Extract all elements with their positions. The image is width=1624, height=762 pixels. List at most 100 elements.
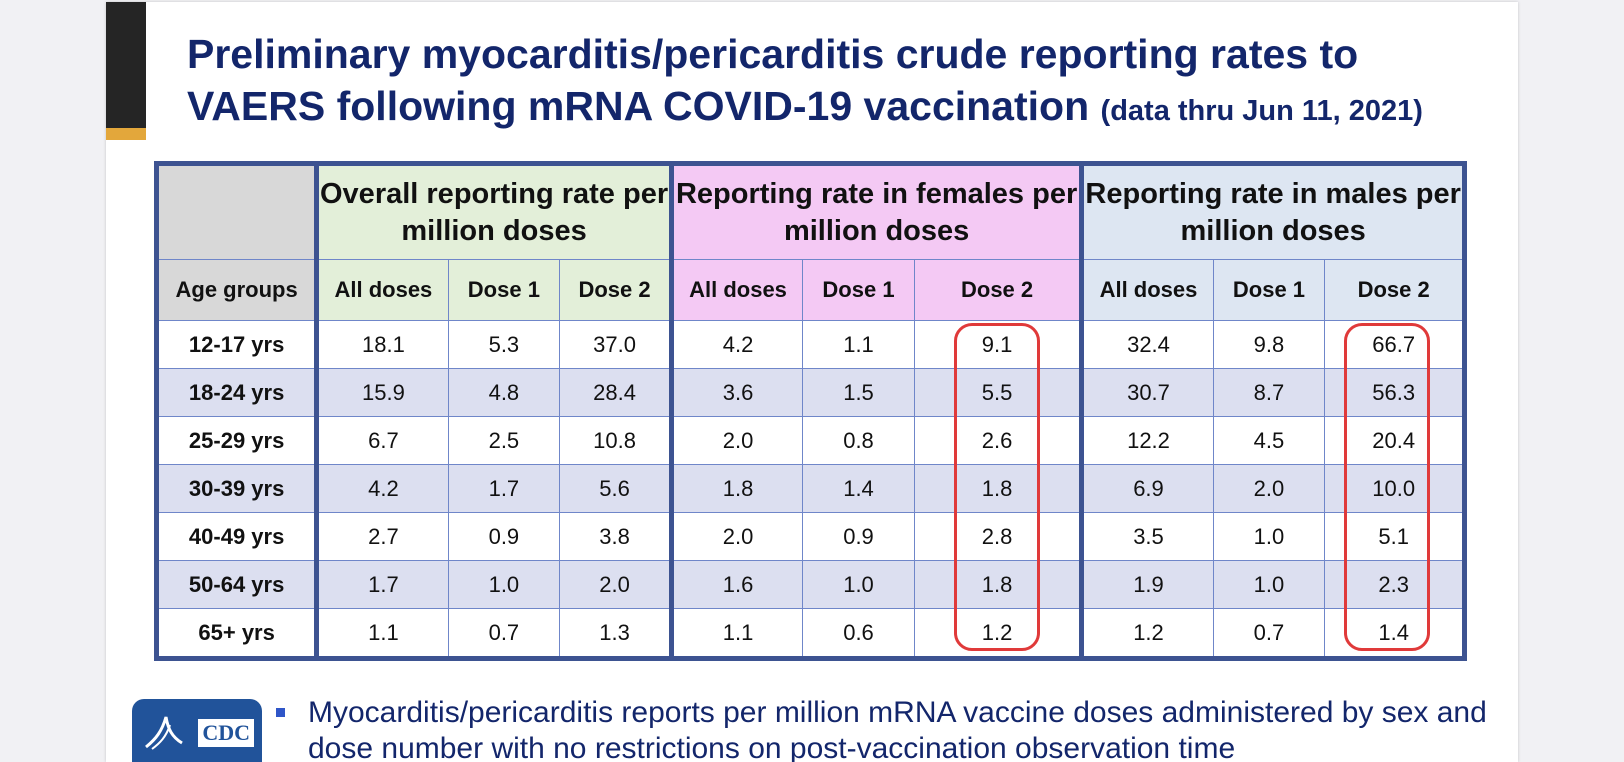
overall-dose1-cell: 4.8 <box>447 368 561 417</box>
col-header-male-dose1: Dose 1 <box>1212 259 1326 321</box>
bullet-square-icon <box>276 708 285 717</box>
overall-all-cell: 15.9 <box>316 368 449 417</box>
title-subtitle: (data thru Jun 11, 2021) <box>1100 95 1423 127</box>
col-header-overall-dose2: Dose 2 <box>559 259 674 321</box>
group-header-female: Reporting rate in females per million do… <box>670 163 1085 260</box>
group-header-overall: Overall reporting rate per million doses <box>316 163 674 260</box>
overall-all-cell: 4.2 <box>316 464 449 513</box>
female-dose2-cell: 2.8 <box>913 512 1085 561</box>
overall-all-cell: 18.1 <box>316 320 449 369</box>
col-header-female-all: All doses <box>670 259 804 321</box>
female-dose2-cell: 2.6 <box>913 416 1085 465</box>
female-dose2-cell: 1.8 <box>913 464 1085 513</box>
table-row: 30-39 yrs 4.2 1.7 5.6 1.8 1.4 1.8 6.9 2.… <box>155 464 1465 513</box>
col-header-overall-all: All doses <box>316 259 449 321</box>
female-all-cell: 3.6 <box>670 368 804 417</box>
overall-dose1-cell: 0.9 <box>447 512 561 561</box>
female-all-cell: 4.2 <box>670 320 804 369</box>
male-dose1-cell: 9.8 <box>1212 320 1326 369</box>
table-row: 12-17 yrs 18.1 5.3 37.0 4.2 1.1 9.1 32.4… <box>155 320 1465 369</box>
female-dose2-cell: 1.8 <box>913 560 1085 609</box>
overall-dose1-cell: 1.7 <box>447 464 561 513</box>
male-dose2-cell: 10.0 <box>1324 464 1465 513</box>
female-dose1-cell: 1.0 <box>802 560 915 609</box>
male-dose1-cell: 1.0 <box>1212 560 1326 609</box>
male-dose2-cell: 20.4 <box>1324 416 1465 465</box>
female-all-cell: 1.1 <box>670 608 804 659</box>
overall-dose2-cell: 10.8 <box>559 416 674 465</box>
table-row: 50-64 yrs 1.7 1.0 2.0 1.6 1.0 1.8 1.9 1.… <box>155 560 1465 609</box>
overall-all-cell: 1.1 <box>316 608 449 659</box>
overall-dose2-cell: 3.8 <box>559 512 674 561</box>
male-all-cell: 30.7 <box>1081 368 1214 417</box>
table-row: 18-24 yrs 15.9 4.8 28.4 3.6 1.5 5.5 30.7… <box>155 368 1465 417</box>
male-dose2-cell: 1.4 <box>1324 608 1465 659</box>
female-all-cell: 2.0 <box>670 416 804 465</box>
col-header-female-dose2: Dose 2 <box>913 259 1085 321</box>
male-dose2-cell: 56.3 <box>1324 368 1465 417</box>
male-dose2-cell: 2.3 <box>1324 560 1465 609</box>
female-dose2-cell: 9.1 <box>913 320 1085 369</box>
corner-cell <box>155 163 320 260</box>
overall-all-cell: 6.7 <box>316 416 449 465</box>
overall-dose2-cell: 37.0 <box>559 320 674 369</box>
female-dose2-cell: 1.2 <box>913 608 1085 659</box>
male-all-cell: 12.2 <box>1081 416 1214 465</box>
slide: Preliminary myocarditis/pericarditis cru… <box>106 2 1518 762</box>
male-all-cell: 1.9 <box>1081 560 1214 609</box>
male-dose1-cell: 8.7 <box>1212 368 1326 417</box>
age-group-cell: 30-39 yrs <box>155 464 320 513</box>
overall-dose1-cell: 5.3 <box>447 320 561 369</box>
age-group-cell: 40-49 yrs <box>155 512 320 561</box>
accent-stripe <box>106 128 146 140</box>
female-dose1-cell: 0.9 <box>802 512 915 561</box>
accent-bar <box>106 2 146 128</box>
table-row: 65+ yrs 1.1 0.7 1.3 1.1 0.6 1.2 1.2 0.7 … <box>155 608 1465 659</box>
col-header-age: Age groups <box>155 259 320 321</box>
male-dose1-cell: 2.0 <box>1212 464 1326 513</box>
title-main: Preliminary myocarditis/pericarditis cru… <box>187 31 1359 129</box>
female-dose1-cell: 0.6 <box>802 608 915 659</box>
table-row: 40-49 yrs 2.7 0.9 3.8 2.0 0.9 2.8 3.5 1.… <box>155 512 1465 561</box>
reporting-rates-table: Overall reporting rate per million doses… <box>154 161 1467 661</box>
col-header-male-all: All doses <box>1081 259 1214 321</box>
age-group-cell: 12-17 yrs <box>155 320 320 369</box>
cdc-logo: CDC <box>132 699 262 762</box>
hhs-eagle-icon <box>145 716 183 750</box>
age-group-cell: 50-64 yrs <box>155 560 320 609</box>
female-dose1-cell: 1.5 <box>802 368 915 417</box>
col-header-male-dose2: Dose 2 <box>1324 259 1465 321</box>
overall-all-cell: 1.7 <box>316 560 449 609</box>
male-dose1-cell: 0.7 <box>1212 608 1326 659</box>
age-group-cell: 25-29 yrs <box>155 416 320 465</box>
age-group-cell: 18-24 yrs <box>155 368 320 417</box>
overall-dose2-cell: 5.6 <box>559 464 674 513</box>
male-all-cell: 32.4 <box>1081 320 1214 369</box>
female-dose1-cell: 1.1 <box>802 320 915 369</box>
overall-dose2-cell: 1.3 <box>559 608 674 659</box>
table-row: 25-29 yrs 6.7 2.5 10.8 2.0 0.8 2.6 12.2 … <box>155 416 1465 465</box>
overall-dose2-cell: 2.0 <box>559 560 674 609</box>
overall-dose1-cell: 0.7 <box>447 608 561 659</box>
male-dose1-cell: 4.5 <box>1212 416 1326 465</box>
male-all-cell: 3.5 <box>1081 512 1214 561</box>
col-header-female-dose1: Dose 1 <box>802 259 915 321</box>
male-dose2-cell: 5.1 <box>1324 512 1465 561</box>
bullet-text: Myocarditis/pericarditis reports per mil… <box>308 696 1487 762</box>
age-group-cell: 65+ yrs <box>155 608 320 659</box>
overall-dose2-cell: 28.4 <box>559 368 674 417</box>
overall-dose1-cell: 2.5 <box>447 416 561 465</box>
male-all-cell: 1.2 <box>1081 608 1214 659</box>
female-all-cell: 2.0 <box>670 512 804 561</box>
female-dose2-cell: 5.5 <box>913 368 1085 417</box>
col-header-overall-dose1: Dose 1 <box>447 259 561 321</box>
overall-dose1-cell: 1.0 <box>447 560 561 609</box>
bullet-point: Myocarditis/pericarditis reports per mil… <box>276 695 1514 762</box>
male-all-cell: 6.9 <box>1081 464 1214 513</box>
cdc-logo-text: CDC <box>198 719 254 747</box>
slide-title: Preliminary myocarditis/pericarditis cru… <box>187 28 1497 137</box>
female-dose1-cell: 0.8 <box>802 416 915 465</box>
female-dose1-cell: 1.4 <box>802 464 915 513</box>
overall-all-cell: 2.7 <box>316 512 449 561</box>
male-dose1-cell: 1.0 <box>1212 512 1326 561</box>
